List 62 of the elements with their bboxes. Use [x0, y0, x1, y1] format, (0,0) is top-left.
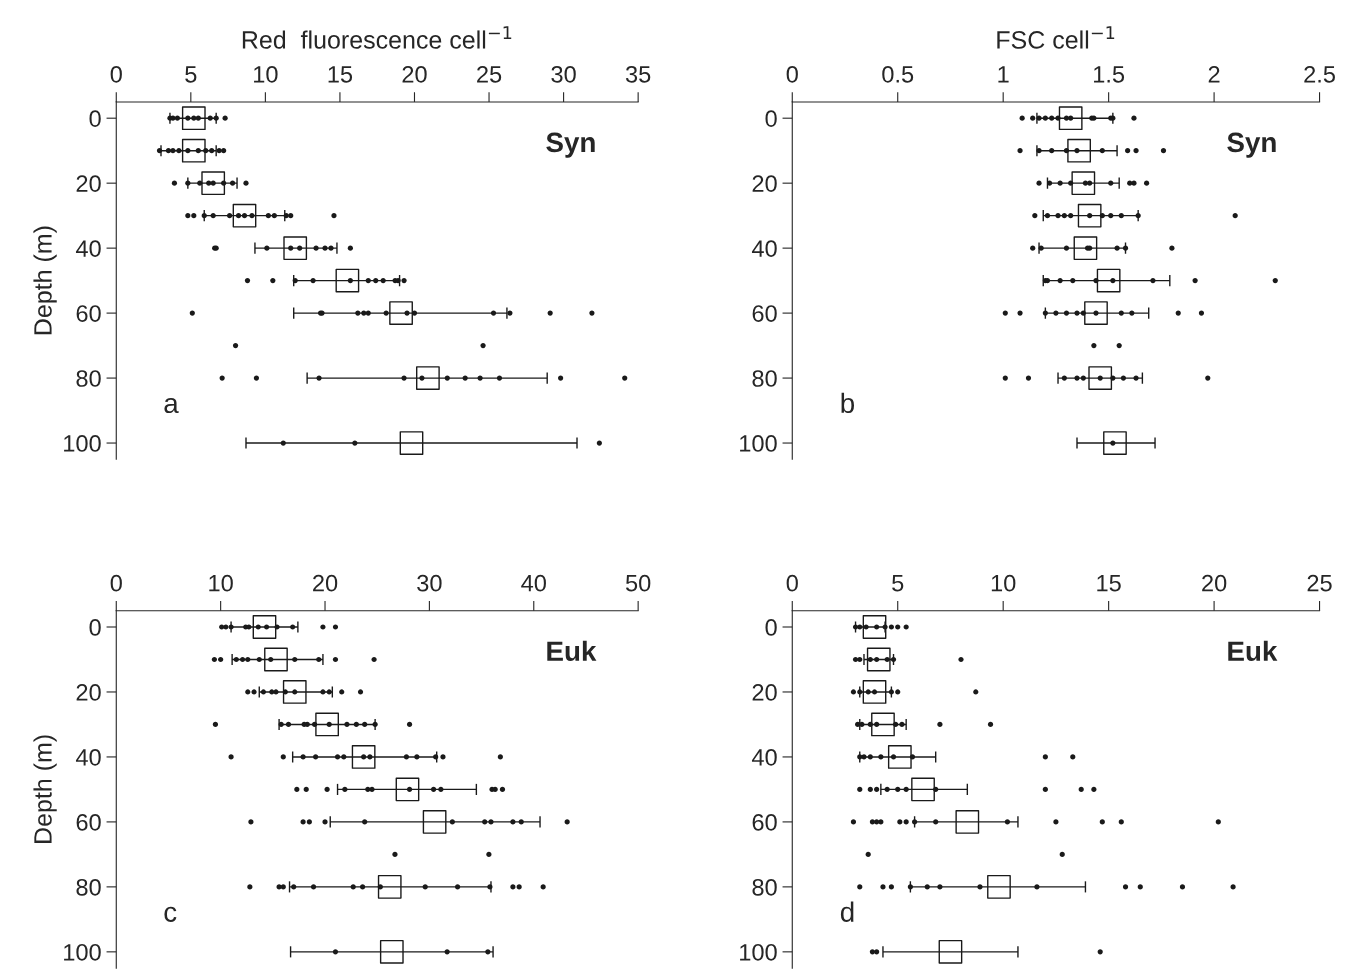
- x-tick-label: 0: [110, 574, 122, 592]
- x-tick-label: 30: [417, 574, 442, 592]
- y-tick-label: 40: [75, 749, 101, 766]
- y-tick-label: 100: [740, 943, 777, 961]
- x-tick-label: 30: [551, 65, 576, 83]
- annotation: b: [841, 392, 855, 414]
- annotation: Syn: [546, 132, 595, 158]
- annotation: a: [164, 397, 179, 414]
- y-tick-label: 0: [765, 619, 777, 636]
- y-tick-label: 0: [765, 110, 777, 127]
- x-tick-label: 0: [786, 574, 798, 592]
- annotation: c: [164, 906, 177, 922]
- x-tick-label: 25: [477, 65, 502, 83]
- y-tick-label: 60: [752, 813, 777, 831]
- y-tick-label: 80: [752, 878, 777, 896]
- y-tick-label: 40: [751, 749, 777, 766]
- x-tick-label: 10: [209, 574, 233, 592]
- x-tick-label: 0.5: [882, 65, 914, 83]
- x-tick-label: 5: [892, 575, 904, 592]
- y-tick-label: 20: [76, 684, 101, 701]
- y-tick-label: 60: [752, 305, 777, 322]
- y-tick-label: 100: [64, 943, 101, 961]
- x-axis-title: Red fluorescence cell$^{−1}$: [242, 26, 512, 49]
- x-tick-label: 50: [625, 574, 651, 592]
- x-tick-label: 20: [313, 574, 338, 592]
- x-tick-label: 1: [998, 66, 1009, 83]
- x-tick-label: 20: [402, 65, 427, 83]
- y-tick-label: 60: [76, 813, 101, 831]
- y-tick-label: 100: [740, 435, 777, 452]
- x-tick-label: 2.5: [1304, 65, 1335, 83]
- y-axis-title: Depth (m): [33, 735, 57, 843]
- x-tick-label: 10: [991, 574, 1016, 592]
- y-tick-label: 40: [751, 240, 777, 257]
- y-tick-label: 0: [89, 619, 101, 636]
- y-tick-label: 20: [752, 175, 777, 192]
- annotation: Syn: [1227, 132, 1276, 158]
- x-tick-label: 40: [521, 574, 546, 592]
- x-tick-label: 20: [1202, 574, 1227, 592]
- x-tick-label: 10: [254, 65, 278, 83]
- y-tick-label: 100: [64, 435, 101, 452]
- y-tick-label: 60: [76, 305, 101, 322]
- annotation: Euk: [547, 640, 597, 662]
- x-tick-label: 2: [1208, 65, 1220, 83]
- y-tick-label: 40: [75, 240, 101, 257]
- y-tick-label: 0: [89, 110, 101, 127]
- x-tick-label: 0: [110, 65, 122, 83]
- y-tick-label: 20: [76, 175, 101, 192]
- x-tick-label: 1.5: [1094, 66, 1125, 83]
- y-tick-label: 80: [752, 370, 777, 387]
- x-tick-label: 5: [185, 66, 197, 83]
- y-tick-label: 80: [76, 878, 101, 896]
- annotation: d: [840, 901, 854, 922]
- x-tick-label: 25: [1307, 574, 1332, 592]
- x-tick-label: 15: [328, 66, 353, 83]
- y-tick-label: 20: [752, 684, 777, 701]
- x-tick-label: 35: [625, 65, 651, 83]
- x-axis-title: FSC cell$^{−1}$: [997, 26, 1115, 49]
- y-tick-label: 80: [76, 370, 101, 387]
- x-tick-label: 15: [1097, 575, 1121, 592]
- annotation: Euk: [1228, 640, 1278, 662]
- y-axis-title: Depth (m): [33, 226, 57, 335]
- x-tick-label: 0: [786, 65, 798, 83]
